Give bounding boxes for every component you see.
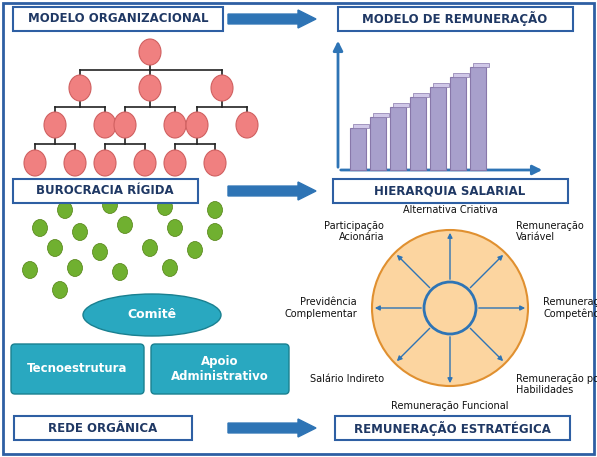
Text: Tecnoestrutura: Tecnoestrutura (27, 362, 127, 376)
Ellipse shape (168, 219, 183, 237)
FancyBboxPatch shape (333, 179, 568, 203)
Text: Apoio
Administrativo: Apoio Administrativo (171, 355, 269, 383)
Ellipse shape (204, 150, 226, 176)
Ellipse shape (94, 112, 116, 138)
Ellipse shape (236, 112, 258, 138)
Ellipse shape (118, 217, 133, 234)
Bar (353, 124, 369, 128)
Ellipse shape (24, 150, 46, 176)
Text: Previdência
Complementar: Previdência Complementar (284, 297, 357, 319)
Ellipse shape (158, 198, 173, 216)
Ellipse shape (83, 294, 221, 336)
Text: Alternativa Criativa: Alternativa Criativa (402, 205, 497, 215)
Ellipse shape (164, 112, 186, 138)
Ellipse shape (69, 75, 91, 101)
Ellipse shape (186, 112, 208, 138)
Circle shape (372, 230, 528, 386)
Bar (450, 77, 466, 170)
Ellipse shape (93, 244, 107, 260)
Ellipse shape (162, 260, 177, 276)
Ellipse shape (103, 197, 118, 213)
FancyBboxPatch shape (337, 7, 573, 31)
Bar (373, 113, 389, 117)
Text: Remuneração Funcional: Remuneração Funcional (391, 401, 509, 411)
Ellipse shape (23, 261, 38, 278)
Ellipse shape (67, 260, 82, 276)
Text: Participação
Acionária: Participação Acionária (324, 221, 384, 242)
Ellipse shape (187, 241, 202, 259)
Ellipse shape (72, 223, 88, 240)
Circle shape (424, 282, 476, 334)
Ellipse shape (143, 239, 158, 256)
Text: Salário Indireto: Salário Indireto (310, 374, 384, 384)
Bar (473, 63, 489, 67)
Text: HIERARQUIA SALARIAL: HIERARQUIA SALARIAL (374, 185, 525, 197)
Ellipse shape (32, 219, 48, 237)
FancyBboxPatch shape (151, 344, 289, 394)
Bar (433, 83, 449, 87)
Text: MODELO DE REMUNERAÇÃO: MODELO DE REMUNERAÇÃO (362, 11, 547, 27)
Text: Remuneração
Variável: Remuneração Variável (516, 221, 583, 242)
FancyArrow shape (228, 10, 316, 28)
Bar (430, 87, 446, 170)
Ellipse shape (139, 39, 161, 65)
Bar (350, 128, 366, 170)
FancyBboxPatch shape (11, 344, 144, 394)
Text: REDE ORGÂNICA: REDE ORGÂNICA (48, 421, 158, 435)
Bar (453, 73, 469, 77)
Ellipse shape (44, 112, 66, 138)
Ellipse shape (114, 112, 136, 138)
FancyArrow shape (228, 419, 316, 437)
Ellipse shape (53, 282, 67, 298)
Bar (470, 67, 486, 170)
FancyBboxPatch shape (334, 416, 570, 440)
Ellipse shape (48, 239, 63, 256)
Bar (390, 107, 406, 170)
Text: Comitê: Comitê (127, 308, 177, 322)
FancyBboxPatch shape (14, 416, 192, 440)
Ellipse shape (57, 202, 72, 218)
Text: REMUNERAÇÃO ESTRATÉGICA: REMUNERAÇÃO ESTRATÉGICA (353, 420, 550, 436)
FancyArrow shape (228, 182, 316, 200)
Ellipse shape (64, 150, 86, 176)
Text: MODELO ORGANIZACIONAL: MODELO ORGANIZACIONAL (27, 12, 208, 26)
Bar (393, 103, 409, 107)
Ellipse shape (208, 223, 223, 240)
FancyBboxPatch shape (13, 7, 223, 31)
Ellipse shape (139, 75, 161, 101)
Text: Remuneração por
Habilidades: Remuneração por Habilidades (516, 374, 597, 395)
Bar (370, 117, 386, 170)
Ellipse shape (112, 264, 128, 281)
Bar (413, 93, 429, 97)
Text: BUROCRACIA RÍGIDA: BUROCRACIA RÍGIDA (36, 185, 174, 197)
Ellipse shape (211, 75, 233, 101)
Ellipse shape (164, 150, 186, 176)
Text: Remuneração por
Competências: Remuneração por Competências (543, 297, 597, 319)
FancyBboxPatch shape (13, 179, 198, 203)
FancyBboxPatch shape (3, 3, 594, 454)
Ellipse shape (94, 150, 116, 176)
Bar (410, 97, 426, 170)
Ellipse shape (134, 150, 156, 176)
Ellipse shape (208, 202, 223, 218)
